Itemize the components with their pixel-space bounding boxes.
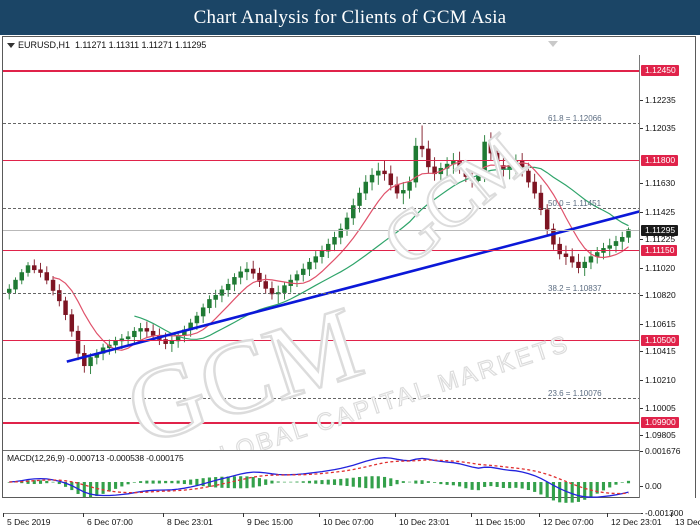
time-tick: 9 Dec 15:00 (243, 513, 293, 527)
fib-line-50-0 (3, 208, 641, 210)
price-tick: 1.10820 (640, 291, 676, 300)
level-line-support-2 (3, 339, 641, 341)
price-tick: 1.11630 (640, 179, 675, 188)
fib-line-23-6 (3, 398, 641, 400)
price-tick: 1.10005 (640, 403, 676, 413)
macd-tick: 0.00 (640, 481, 662, 491)
macd-plot-area[interactable] (3, 451, 641, 513)
level-price-tag: 1.10500 (641, 334, 679, 346)
collapse-icon[interactable] (548, 41, 558, 47)
current-price-line (3, 229, 641, 231)
fib-label-23-6: 23.6 = 1.10076 (548, 389, 602, 399)
fib-line-38-2 (3, 292, 641, 294)
fib-label-50-0: 50.0 = 1.11451 (548, 199, 602, 209)
level-price-tag: 1.09900 (641, 417, 679, 429)
price-tick: 1.10615 (640, 319, 676, 329)
time-tick: 5 Dec 2019 (2, 513, 51, 527)
level-line-resistance-1 (3, 70, 641, 72)
price-tick: 1.09805 (640, 431, 676, 440)
macd-divider (3, 450, 641, 451)
price-axis[interactable]: 1.12235 1.12035 1.11630 1.11425 1.11225 1.110… (639, 55, 695, 518)
page-title: Chart Analysis for Clients of GCM Asia (193, 7, 507, 28)
title-bar: Chart Analysis for Clients of GCM Asia (0, 0, 700, 35)
price-tick: 1.10415 (640, 347, 676, 356)
time-tick: 11 Dec 15:00 (471, 513, 525, 527)
price-tick: 1.11020 (640, 263, 675, 273)
level-line-support-1 (3, 249, 641, 252)
candlestick-series (7, 125, 641, 375)
time-tick: 12 Dec 07:00 (539, 513, 594, 527)
fib-line-61-8 (3, 123, 641, 125)
price-tick: 1.12035 (640, 123, 676, 133)
time-axis[interactable]: 5 Dec 2019 6 Dec 07:00 8 Dec 23:01 9 Dec 15… (2, 513, 700, 532)
level-line-support-3 (3, 422, 641, 424)
time-tick: 13 Dec 15:00 (671, 513, 700, 527)
macd-tick: 0.001676 (640, 447, 680, 456)
fib-label-38-2: 38.2 = 1.10837 (548, 283, 602, 293)
fib-label-61-8: 61.8 = 1.12066 (548, 114, 602, 124)
symbol-info-bar: EURUSD,H1 1.11271 1.11311 1.11271 1.11295 (7, 40, 206, 53)
level-price-tag: 1.11150 (641, 244, 678, 256)
chevron-down-icon[interactable] (7, 43, 15, 49)
price-tick: 1.11225 (640, 235, 675, 244)
time-tick: 6 Dec 07:00 (83, 513, 133, 527)
price-tick: 1.10210 (640, 375, 676, 385)
ohlc-values: 1.11271 1.11311 1.11271 1.11295 (75, 40, 207, 50)
chart-window: EURUSD,H1 1.11271 1.11311 1.11271 1.11295… (2, 36, 700, 527)
macd-indicator-label: MACD(12,26,9) -0.000713 -0.000538 -0.000… (7, 453, 184, 463)
time-tick: 8 Dec 23:01 (163, 513, 213, 527)
price-tick: 1.11425 (640, 207, 675, 217)
time-tick: 12 Dec 23:01 (607, 513, 662, 527)
macd-series (7, 457, 631, 503)
current-price-tag: 1.11295 (641, 224, 679, 236)
time-tick: 10 Dec 23:01 (395, 513, 450, 527)
time-tick: 10 Dec 07:00 (319, 513, 374, 527)
price-plot-area[interactable]: GCM GLOBAL CAPITAL MARKETS GCM 61.8 = 1.… (3, 55, 641, 450)
level-line-resistance-2 (3, 159, 641, 162)
symbol-label: EURUSD,H1 (18, 40, 71, 50)
level-price-tag: 1.12450 (641, 65, 679, 77)
level-price-tag: 1.11800 (641, 154, 679, 166)
price-tick: 1.12235 (640, 95, 676, 105)
